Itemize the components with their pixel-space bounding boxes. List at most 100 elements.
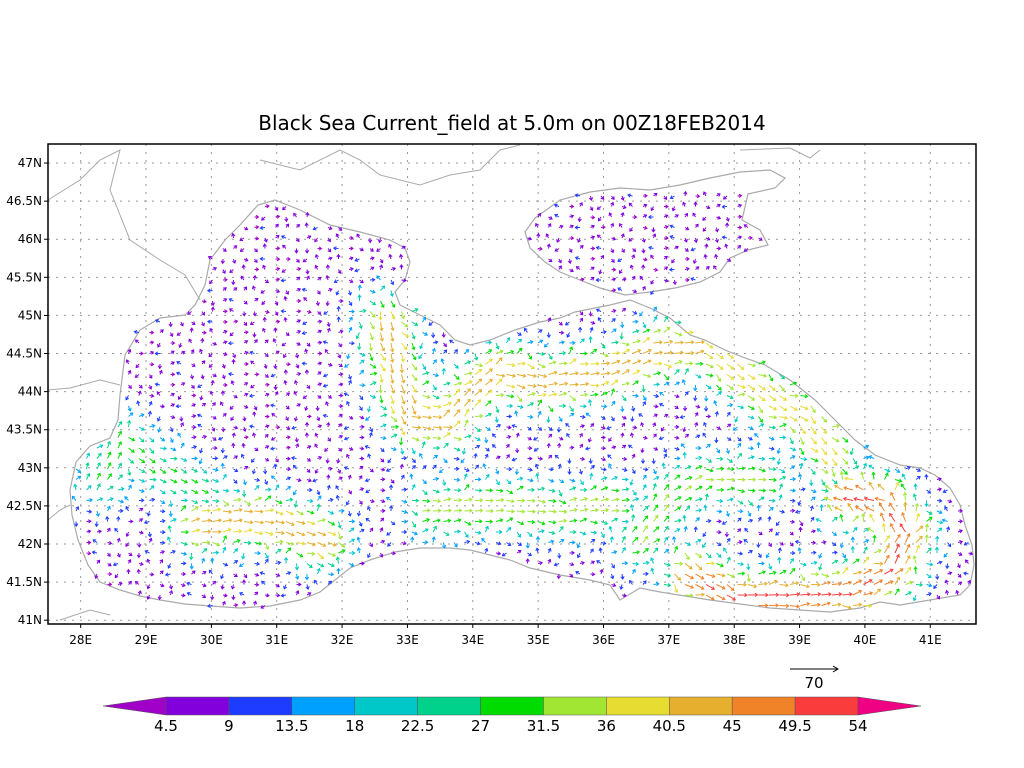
current-vector xyxy=(317,552,324,560)
current-vector xyxy=(170,340,176,346)
current-vector xyxy=(915,582,924,587)
current-vector xyxy=(548,530,556,535)
current-vector xyxy=(367,453,372,459)
current-vector xyxy=(535,547,540,554)
current-vector xyxy=(348,550,356,556)
current-vector xyxy=(873,588,881,596)
current-vector xyxy=(335,556,340,564)
current-vector xyxy=(180,479,188,484)
current-vector xyxy=(576,552,581,559)
current-vector xyxy=(629,504,634,512)
current-vector xyxy=(695,434,701,439)
current-vector xyxy=(569,550,575,555)
current-vector xyxy=(871,471,876,480)
current-vector xyxy=(464,539,471,544)
current-vector xyxy=(285,486,292,491)
current-vector xyxy=(306,498,314,504)
current-vector xyxy=(369,499,375,504)
current-vector xyxy=(936,527,943,533)
current-vector xyxy=(222,412,227,417)
current-vector xyxy=(683,237,688,243)
current-vector xyxy=(894,554,900,564)
current-vector xyxy=(251,468,256,475)
current-vector xyxy=(189,327,194,333)
current-vector xyxy=(464,371,473,376)
current-vector xyxy=(359,500,363,505)
current-vector xyxy=(863,546,868,554)
current-vector xyxy=(537,374,548,379)
current-vector xyxy=(369,426,374,433)
current-vector xyxy=(527,487,535,493)
current-vector xyxy=(726,374,735,380)
current-vector xyxy=(590,485,597,491)
current-vector xyxy=(364,445,371,449)
current-vector xyxy=(680,443,686,449)
current-vector xyxy=(338,382,344,387)
current-vector xyxy=(725,510,730,518)
current-vector xyxy=(768,374,774,382)
current-vector xyxy=(695,584,705,590)
current-vector xyxy=(442,542,447,549)
current-vector xyxy=(443,432,451,438)
current-vector xyxy=(326,321,331,328)
current-vector xyxy=(105,515,110,522)
current-vector xyxy=(884,568,894,575)
current-vector xyxy=(138,351,144,356)
current-vector xyxy=(209,327,214,333)
current-vector xyxy=(306,592,312,596)
current-vector xyxy=(768,528,773,533)
current-vector xyxy=(305,211,310,218)
current-vector xyxy=(821,488,829,493)
current-vector xyxy=(775,521,780,526)
current-vector xyxy=(212,498,220,504)
current-vector xyxy=(170,350,175,355)
current-vector xyxy=(146,558,151,564)
current-vector xyxy=(485,519,494,524)
current-vector xyxy=(589,206,594,212)
current-vector xyxy=(589,472,594,480)
current-vector xyxy=(610,222,615,228)
current-vector xyxy=(464,521,472,526)
current-vector xyxy=(314,237,318,243)
current-vector xyxy=(682,201,687,207)
current-vector xyxy=(422,508,431,513)
current-vector xyxy=(653,361,663,366)
current-vector xyxy=(252,311,257,317)
current-vector xyxy=(484,547,489,554)
current-vector xyxy=(411,308,419,312)
current-vector xyxy=(107,440,112,449)
current-vector xyxy=(401,311,406,320)
current-vector xyxy=(369,266,375,271)
current-vector xyxy=(272,338,277,344)
current-vector xyxy=(191,468,198,473)
current-vector xyxy=(590,560,595,565)
current-vector xyxy=(241,552,246,560)
current-vector xyxy=(737,477,746,482)
current-vector xyxy=(695,485,703,491)
longitude-axis: 28E 29E 30E 31E 32E 33E 34E 35E 36E 37E 38E 39E 40E 4… xyxy=(69,624,942,647)
current-vector xyxy=(273,463,278,470)
current-vector xyxy=(191,445,198,450)
current-vector xyxy=(726,363,735,370)
colorbar-label: 13.5 xyxy=(275,717,308,735)
colorbar-box xyxy=(417,696,481,716)
current-vector xyxy=(758,603,769,608)
current-vector xyxy=(149,477,157,482)
current-vector xyxy=(674,214,679,218)
current-vector xyxy=(168,500,174,508)
current-vector xyxy=(941,518,948,523)
current-vector xyxy=(692,258,697,265)
current-vector xyxy=(936,477,942,482)
current-vector xyxy=(705,266,710,270)
current-vector xyxy=(651,227,656,233)
current-vector xyxy=(177,395,182,400)
current-vector xyxy=(359,279,364,284)
reference-arrowhead xyxy=(832,665,839,673)
current-vector xyxy=(842,605,852,610)
current-vector xyxy=(453,388,461,396)
current-vector xyxy=(947,499,953,504)
current-vector xyxy=(619,222,623,228)
current-vector xyxy=(537,426,543,431)
current-vector xyxy=(112,562,119,567)
current-vector xyxy=(726,486,735,491)
